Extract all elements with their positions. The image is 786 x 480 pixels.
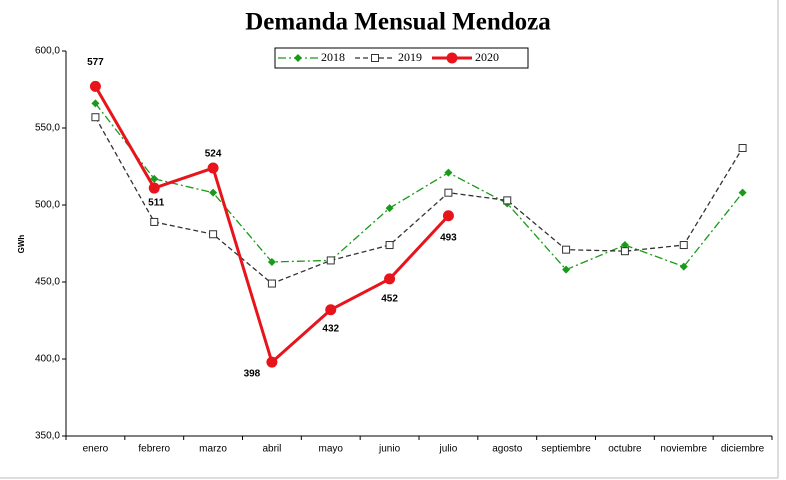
x-tick-label: septiembre xyxy=(541,444,591,455)
data-point xyxy=(442,210,454,222)
y-axis-title: GWh xyxy=(17,235,26,254)
data-label: 524 xyxy=(205,149,222,160)
data-point xyxy=(620,241,629,250)
data-point xyxy=(150,217,159,226)
x-tick-label: diciembre xyxy=(721,444,765,455)
legend-label: 2020 xyxy=(475,50,499,64)
y-tick-label: 500,0 xyxy=(35,200,60,211)
x-tick-label: junio xyxy=(378,444,401,455)
x-tick-label: julio xyxy=(439,444,458,455)
x-tick-label: enero xyxy=(83,444,109,455)
data-point xyxy=(148,182,160,194)
data-label: 452 xyxy=(381,294,398,305)
data-point xyxy=(738,188,747,197)
legend xyxy=(274,47,529,69)
data-point xyxy=(385,204,394,213)
x-tick-label: febrero xyxy=(138,444,170,455)
legend-label: 2018 xyxy=(321,50,345,64)
data-point xyxy=(562,265,571,274)
data-point xyxy=(325,304,337,316)
data-point xyxy=(91,113,100,122)
data-label: 493 xyxy=(440,232,457,243)
x-tick-label: marzo xyxy=(199,444,227,455)
chart-title: Demanda Mensual Mendoza xyxy=(245,9,551,36)
data-point xyxy=(89,80,101,92)
x-tick-label: octubre xyxy=(608,444,642,455)
y-tick-label: 550,0 xyxy=(35,123,60,134)
data-point xyxy=(503,196,512,205)
data-point xyxy=(384,273,396,285)
data-label: 577 xyxy=(87,57,104,68)
legend-marker xyxy=(446,52,458,64)
data-point xyxy=(326,256,335,265)
data-point xyxy=(444,168,453,177)
data-label: 398 xyxy=(244,369,261,380)
data-point xyxy=(679,262,688,271)
data-point xyxy=(209,230,218,239)
data-point xyxy=(150,174,159,183)
x-tick-label: agosto xyxy=(492,444,522,455)
data-label: 432 xyxy=(322,323,339,334)
data-point xyxy=(266,356,278,368)
data-point xyxy=(267,257,276,266)
data-point xyxy=(91,99,100,108)
data-point xyxy=(385,241,394,250)
data-point xyxy=(620,247,629,256)
data-point xyxy=(738,144,747,153)
data-point xyxy=(267,279,276,288)
data-point xyxy=(209,188,218,197)
x-tick-label: mayo xyxy=(319,444,344,455)
data-point xyxy=(562,245,571,254)
x-tick-label: noviembre xyxy=(660,444,707,455)
y-tick-label: 450,0 xyxy=(35,277,60,288)
y-tick-label: 600,0 xyxy=(35,46,60,57)
series-line xyxy=(94,116,744,285)
y-tick-label: 400,0 xyxy=(35,354,60,365)
legend-label: 2019 xyxy=(398,50,422,64)
series-line xyxy=(94,102,744,271)
legend-marker xyxy=(371,54,379,62)
x-tick-label: abril xyxy=(262,444,281,455)
data-point xyxy=(679,241,688,250)
data-label: 511 xyxy=(148,198,165,209)
data-point xyxy=(207,162,219,174)
legend-marker xyxy=(294,54,302,62)
y-tick-label: 350,0 xyxy=(35,431,60,442)
data-point xyxy=(444,188,453,197)
